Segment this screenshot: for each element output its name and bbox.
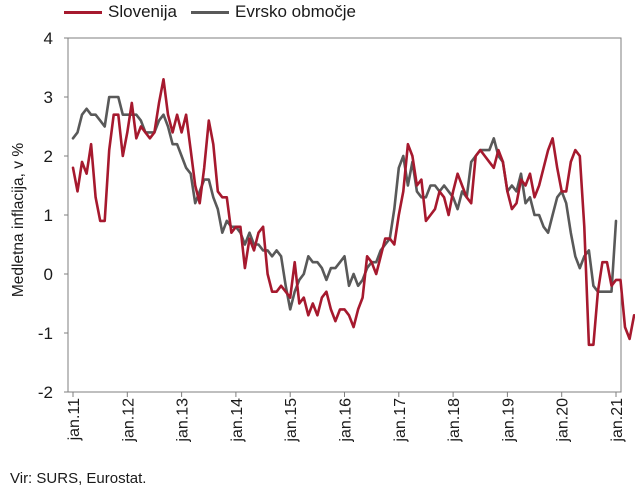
y-tick-label: 1 [44, 206, 53, 225]
x-tick-label: jan.14 [229, 398, 246, 443]
legend-item-slovenija: Slovenija [64, 2, 177, 22]
legend-item-evrsko-obmocje: Evrsko območje [191, 2, 356, 22]
legend-label-slovenija: Slovenija [108, 2, 177, 21]
series-line-slovenija [71, 78, 635, 347]
y-axis-label: Medletna inflacija, v % [10, 142, 27, 298]
legend-label-evrsko-obmocje: Evrsko območje [235, 2, 356, 21]
y-tick-label: 2 [44, 147, 53, 166]
x-axis-ticks: jan.11 jan.12 jan.13 jan.14 jan.15 jan.16 jan.… [66, 392, 626, 443]
legend-swatch-evrsko-obmocje [191, 10, 229, 14]
y-tick-label: 0 [44, 265, 53, 284]
y-tick-label: -1 [38, 324, 53, 343]
x-tick-label: jan.18 [446, 398, 463, 443]
x-tick-label: jan.20 [555, 398, 572, 443]
source-note: Vir: SURS, Eurostat. [10, 470, 147, 487]
x-tick-label: jan.13 [175, 398, 192, 443]
x-tick-label: jan.15 [283, 398, 300, 443]
y-tick-label: 3 [44, 88, 53, 107]
x-tick-label: jan.17 [392, 398, 409, 443]
legend: Slovenija Evrsko območje [64, 2, 370, 22]
x-tick-label: jan.21 [609, 398, 626, 443]
series-lines [71, 78, 635, 347]
legend-swatch-slovenija [64, 10, 102, 14]
series-line-evrsko-obmocje [71, 95, 618, 311]
y-tick-label: 4 [44, 29, 53, 48]
x-tick-label: jan.16 [338, 398, 355, 443]
y-tick-label: -2 [38, 383, 53, 402]
x-tick-label: jan.12 [120, 398, 137, 443]
y-axis-ticks: 4 3 2 1 0 -1 -2 [38, 29, 68, 402]
x-tick-label: jan.11 [66, 398, 83, 442]
x-tick-label: jan.19 [500, 398, 517, 443]
